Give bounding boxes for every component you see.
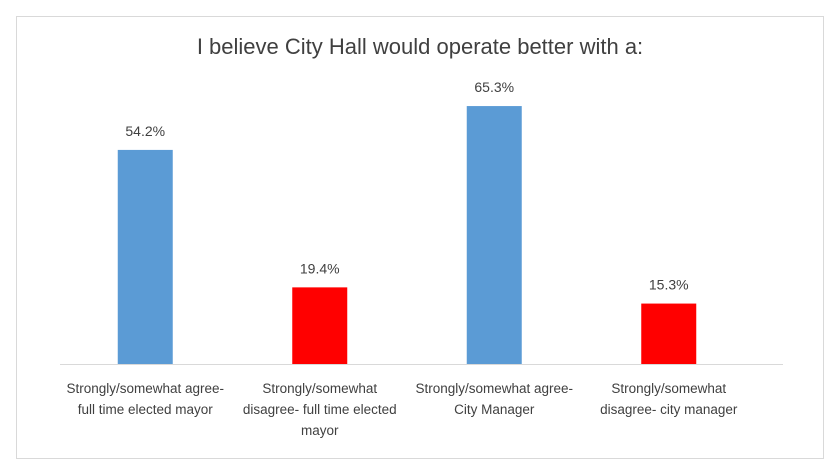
bar xyxy=(117,149,173,364)
bar xyxy=(292,287,348,364)
x-tick-label: Strongly/somewhat agree- City Manager xyxy=(415,381,574,417)
data-label: 65.3% xyxy=(474,79,514,95)
data-label: 54.2% xyxy=(125,123,165,139)
chart-frame xyxy=(16,16,824,459)
x-tick-label: Strongly/somewhat disagree- city manager xyxy=(600,381,738,417)
x-tick-label: Strongly/somewhat disagree- full time el… xyxy=(242,381,397,438)
bar xyxy=(466,106,522,364)
data-label: 15.3% xyxy=(649,277,689,293)
chart-title: I believe City Hall would operate better… xyxy=(196,34,644,59)
bar xyxy=(641,303,697,364)
data-label: 19.4% xyxy=(300,260,340,276)
x-tick-label: Strongly/somewhat agree- full time elect… xyxy=(66,381,225,417)
